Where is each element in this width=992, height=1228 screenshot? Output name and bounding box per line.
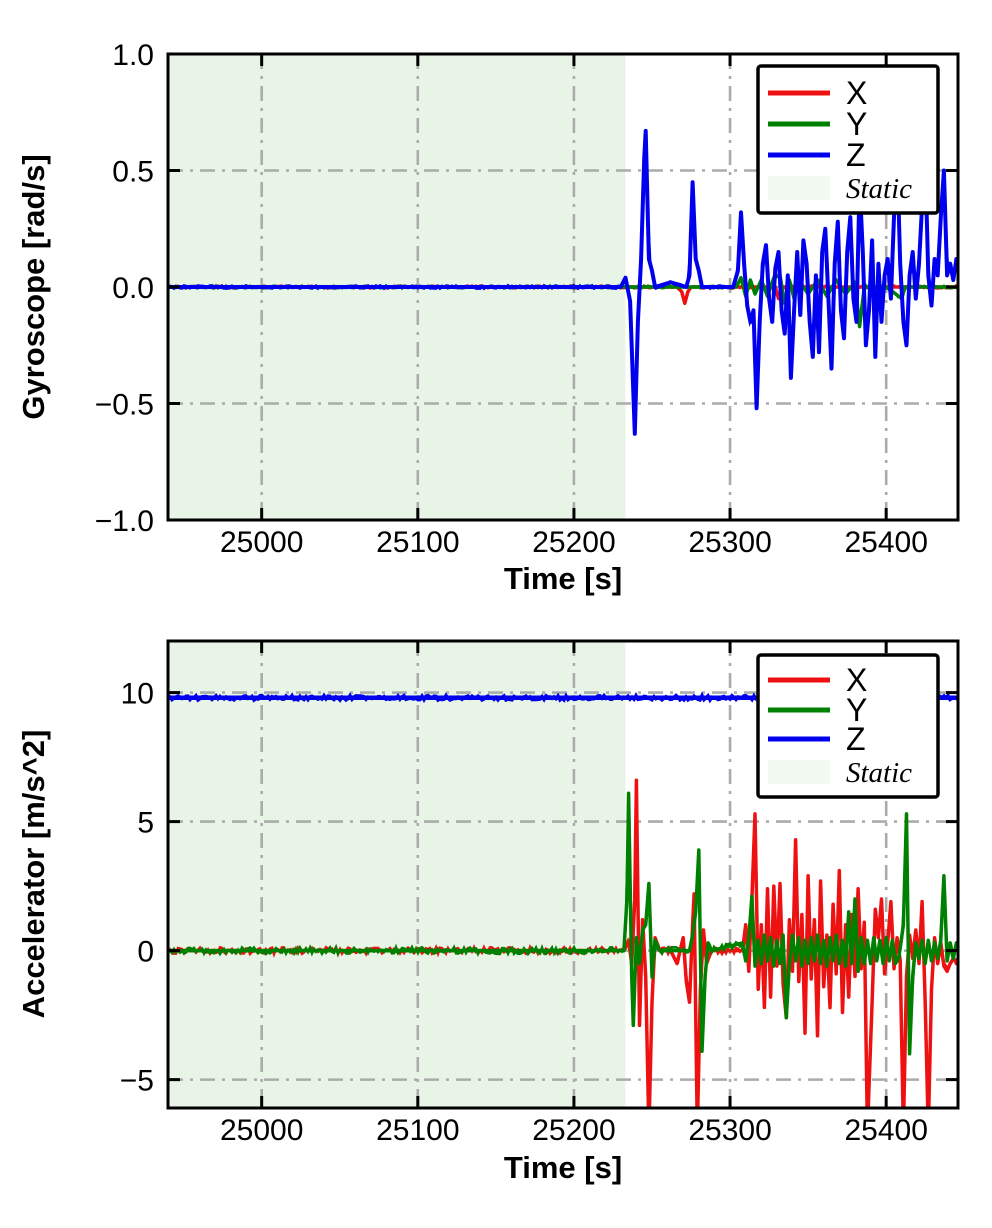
gyro-plot-area: 25000 25100 25200 25300 25400 1.0 0.5 0.0 −0.5 −1… [95, 39, 960, 559]
y-tick-label: 1.0 [112, 39, 154, 72]
y-tick-label: 5 [137, 807, 154, 840]
x-axis-label: Time [s] [504, 1150, 622, 1185]
series-line-y [168, 791, 958, 1056]
plot-border [166, 639, 960, 1110]
y-tick-label: −5 [120, 1065, 154, 1098]
legend-label-static: Static [846, 757, 912, 789]
x-tick-label: 25100 [376, 526, 459, 559]
legend-label-static: Static [846, 173, 912, 205]
legend-static-patch [768, 176, 830, 200]
x-tick-label: 25400 [844, 526, 927, 559]
x-tick-label: 25400 [844, 1114, 927, 1147]
y-tick-label: −0.5 [95, 389, 154, 422]
legend-label-x: X [846, 662, 867, 698]
x-tick-label: 25100 [376, 1114, 459, 1147]
y-axis-label: Accelerator [m/s^2] [16, 730, 51, 1019]
accel-plot-area: 25000 25100 25200 25300 25400 10 5 0 −5 [120, 639, 960, 1147]
legend-label-z: Z [846, 137, 866, 173]
x-tick-label: 25200 [532, 526, 615, 559]
legend-label-z: Z [846, 721, 866, 757]
static-region [168, 641, 626, 1108]
accelerator-chart: 25000 25100 25200 25300 25400 10 5 0 −5 Time [s]… [16, 639, 960, 1185]
legend-label-y: Y [846, 692, 867, 728]
legend: X Y Z Static [756, 64, 940, 215]
y-axis-label: Gyroscope [rad/s] [16, 154, 51, 419]
x-tick-label: 25000 [220, 1114, 303, 1147]
x-tick-label: 25200 [532, 1114, 615, 1147]
series-line-z [168, 128, 958, 436]
y-tick-label: 10 [121, 678, 154, 711]
y-tick-label: 0 [137, 936, 154, 969]
series-group [168, 128, 958, 436]
x-tick-label: 25000 [220, 526, 303, 559]
x-tick-label: 25300 [688, 526, 771, 559]
y-tick-label: 0.0 [112, 272, 154, 305]
legend-static-patch [768, 760, 830, 784]
gyroscope-chart: 25000 25100 25200 25300 25400 1.0 0.5 0.0 −0.5 −1… [16, 39, 960, 596]
x-axis-label: Time [s] [504, 561, 622, 596]
y-tick-label: 0.5 [112, 156, 154, 189]
legend: X Y Z Static [756, 653, 940, 799]
legend-label-y: Y [846, 106, 867, 142]
x-tick-label: 25300 [688, 1114, 771, 1147]
legend-label-x: X [846, 75, 867, 111]
y-tick-label: −1.0 [95, 505, 154, 538]
